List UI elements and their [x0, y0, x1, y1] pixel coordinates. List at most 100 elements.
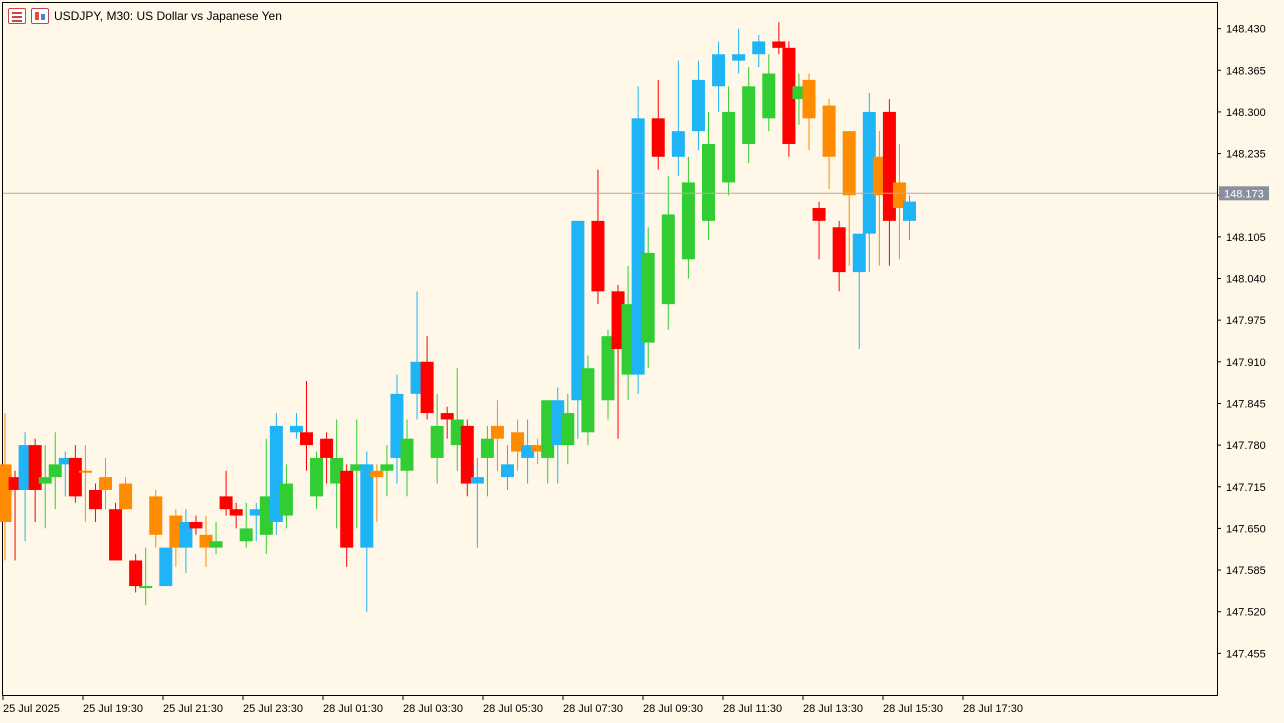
candles-list-icon[interactable]	[8, 8, 26, 24]
candle-body[interactable]	[400, 438, 414, 471]
candle-body[interactable]	[691, 79, 705, 132]
candle-body[interactable]	[671, 131, 685, 157]
candle-body[interactable]	[119, 483, 133, 510]
candle-body[interactable]	[641, 252, 655, 343]
candle-body[interactable]	[722, 111, 736, 183]
candle-body[interactable]	[179, 522, 193, 548]
candle-body[interactable]	[651, 118, 665, 157]
candle-body[interactable]	[440, 413, 454, 420]
candle-body[interactable]	[109, 509, 123, 561]
candle-body[interactable]	[340, 470, 354, 548]
candle-body[interactable]	[631, 118, 645, 375]
candle-body[interactable]	[360, 464, 374, 548]
candle-body[interactable]	[249, 509, 263, 516]
candle-body[interactable]	[611, 291, 625, 349]
candle-body[interactable]	[792, 86, 806, 100]
time-tick-label: 28 Jul 05:30	[483, 703, 543, 715]
candle-body[interactable]	[38, 477, 52, 484]
candle-body[interactable]	[259, 496, 273, 535]
candle-body[interactable]	[490, 425, 504, 439]
candle-body[interactable]	[852, 233, 866, 273]
candle-body[interactable]	[219, 496, 233, 510]
candle-body[interactable]	[892, 182, 906, 209]
candle-body[interactable]	[782, 47, 796, 144]
candle-body[interactable]	[531, 445, 545, 452]
candle-body[interactable]	[209, 541, 223, 548]
candle-body[interactable]	[239, 528, 253, 542]
candle-body[interactable]	[48, 464, 62, 478]
candle-body[interactable]	[601, 336, 615, 401]
candle-body[interactable]	[149, 496, 163, 535]
candle-body[interactable]	[88, 489, 102, 510]
candle-body[interactable]	[289, 425, 303, 433]
candle-body[interactable]	[99, 477, 112, 490]
price-tick-label: 148.300	[1226, 107, 1266, 119]
candle-body[interactable]	[330, 457, 344, 484]
candle-body[interactable]	[732, 54, 746, 61]
candle-body[interactable]	[159, 547, 173, 587]
candle-body[interactable]	[581, 368, 595, 433]
candle-body[interactable]	[621, 304, 635, 375]
candle-body[interactable]	[310, 457, 324, 497]
candle-body[interactable]	[370, 470, 384, 478]
candle-body[interactable]	[350, 464, 364, 471]
candle-body[interactable]	[762, 73, 776, 119]
candle-body[interactable]	[661, 214, 675, 305]
candle-body[interactable]	[511, 432, 525, 452]
candle-body[interactable]	[702, 143, 715, 221]
candle-body[interactable]	[28, 445, 42, 490]
candle-body[interactable]	[470, 477, 484, 484]
candle-body[interactable]	[903, 201, 916, 221]
chart-title: USDJPY, M30: US Dollar vs Japanese Yen	[54, 9, 282, 23]
candle-body[interactable]	[129, 560, 143, 587]
candle-body[interactable]	[752, 41, 766, 55]
candle-body[interactable]	[681, 182, 695, 260]
candle-body[interactable]	[571, 220, 585, 401]
candle-body[interactable]	[812, 208, 826, 221]
candle-body[interactable]	[68, 457, 82, 497]
candle-body[interactable]	[862, 111, 876, 234]
candle-body[interactable]	[380, 464, 394, 471]
price-tick-label: 147.845	[1226, 398, 1266, 410]
candle-body[interactable]	[742, 86, 756, 144]
candle-body[interactable]	[802, 79, 816, 119]
chart-type-icon[interactable]	[31, 8, 49, 24]
candle-body[interactable]	[521, 445, 535, 458]
candle-body[interactable]	[430, 425, 444, 458]
candle-body[interactable]	[229, 509, 243, 516]
candle-body[interactable]	[561, 413, 575, 446]
time-tick-label: 28 Jul 09:30	[643, 703, 703, 715]
candle-body[interactable]	[872, 156, 886, 196]
candle-body[interactable]	[320, 438, 334, 458]
candle-body[interactable]	[189, 522, 203, 529]
candle-body[interactable]	[541, 400, 555, 458]
candle-body[interactable]	[300, 432, 313, 446]
candle-body[interactable]	[712, 54, 726, 87]
candle-body[interactable]	[78, 470, 92, 473]
candle-body[interactable]	[139, 586, 153, 589]
candle-body[interactable]	[842, 131, 856, 196]
candle-body[interactable]	[279, 483, 293, 516]
candle-body[interactable]	[591, 220, 605, 292]
candle-body[interactable]	[772, 41, 786, 48]
candle-body[interactable]	[18, 445, 32, 490]
candle-body[interactable]	[269, 425, 283, 522]
candle-body[interactable]	[58, 457, 72, 465]
candle-body[interactable]	[0, 464, 12, 522]
candle-body[interactable]	[199, 534, 213, 548]
candle-body[interactable]	[822, 105, 836, 157]
candle-body[interactable]	[480, 438, 494, 458]
candle-body[interactable]	[551, 400, 565, 446]
candle-body[interactable]	[420, 361, 434, 414]
time-tick-label: 28 Jul 01:30	[323, 703, 383, 715]
candle-body[interactable]	[501, 464, 514, 478]
candle-body[interactable]	[8, 477, 22, 490]
candle-body[interactable]	[832, 227, 846, 273]
candle-body[interactable]	[390, 393, 404, 458]
candle-body[interactable]	[460, 425, 474, 484]
candle-body[interactable]	[450, 419, 464, 446]
candle-body[interactable]	[410, 361, 424, 394]
time-tick-label: 25 Jul 2025	[3, 703, 60, 715]
candle-body[interactable]	[169, 515, 183, 548]
